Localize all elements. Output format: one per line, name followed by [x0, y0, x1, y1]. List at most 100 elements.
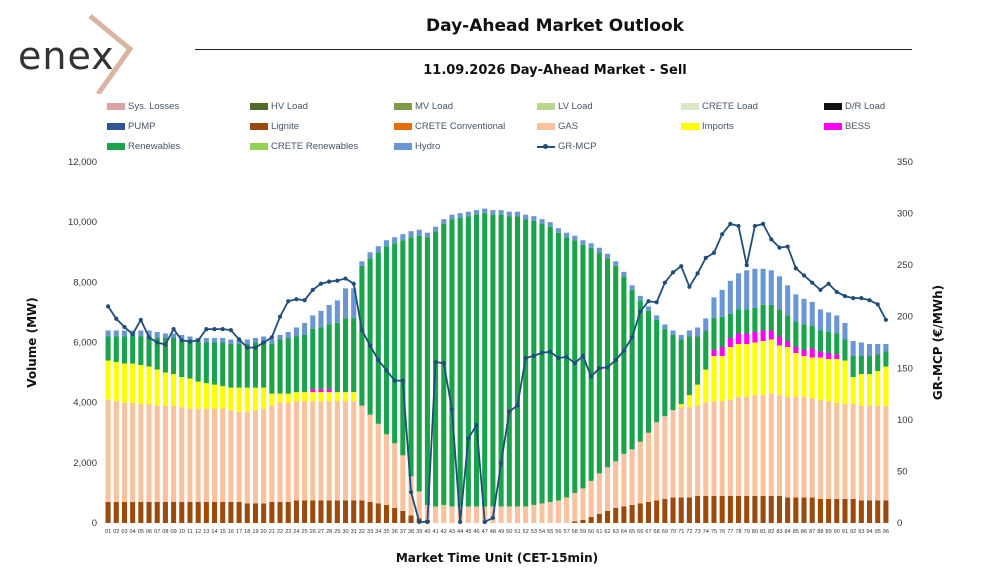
bar-segment	[621, 276, 627, 454]
bar-segment	[719, 401, 725, 496]
bar-segment	[735, 309, 742, 334]
x-tick-label: 42	[441, 529, 447, 535]
bar-segment	[408, 476, 414, 516]
bar-segment	[817, 309, 823, 331]
bar-segment	[883, 351, 889, 367]
mcp-point	[277, 314, 283, 319]
mcp-point	[703, 255, 708, 261]
bar-segment	[424, 237, 430, 505]
bar-segment	[629, 285, 635, 290]
bar-segment	[244, 411, 250, 504]
bar-segment	[809, 398, 815, 498]
legend-item: MV Load	[394, 101, 453, 112]
bar-segment	[302, 392, 308, 402]
logo-chevron-icon	[88, 14, 134, 94]
y2-tick-label: 350	[897, 157, 913, 168]
bar-segment	[498, 214, 504, 507]
bar-segment	[875, 500, 881, 523]
bar-segment	[269, 393, 275, 406]
bar-segment	[252, 337, 259, 343]
bar-segment	[719, 347, 725, 357]
bar-segment	[171, 337, 177, 375]
bar-segment	[711, 401, 717, 496]
bar-segment	[834, 359, 840, 403]
bar-segment	[727, 337, 733, 348]
bar-segment	[711, 495, 717, 523]
bar-segment	[678, 334, 684, 340]
bar-segment	[572, 492, 578, 522]
mcp-point	[400, 378, 405, 383]
bar-segment	[719, 495, 725, 523]
bar-segment	[187, 341, 193, 379]
x-tick-label: 63	[613, 529, 619, 535]
bar-segment	[760, 341, 766, 396]
mcp-point	[310, 287, 315, 292]
mcp-point	[269, 335, 274, 340]
bar-segment	[441, 219, 447, 224]
bar-segment	[645, 310, 652, 433]
x-tick-label: 58	[572, 529, 578, 535]
bar-segment	[596, 473, 602, 514]
legend-label: Sys. Losses	[128, 101, 180, 112]
bar-segment	[187, 378, 193, 409]
chart-subtitle: 11.09.2026 Day-Ahead Market - Sell	[423, 63, 687, 78]
bar-segment	[580, 244, 586, 489]
bar-segment	[367, 252, 373, 259]
x-tick-label: 12	[195, 529, 201, 535]
mcp-point	[171, 326, 176, 332]
y-tick-label: 12,000	[68, 157, 97, 168]
bar-segment	[793, 321, 799, 348]
bar-segment	[252, 410, 259, 504]
bar-segment	[883, 344, 889, 352]
bar-segment	[318, 392, 324, 402]
x-tick-label: 31	[351, 529, 357, 535]
mcp-point	[498, 461, 504, 466]
bar-segment	[572, 240, 578, 493]
bar-segment	[400, 510, 406, 523]
x-tick-label: 83	[776, 529, 782, 535]
bar-segment	[506, 216, 512, 507]
bar-segment	[727, 399, 733, 496]
bar-segment	[539, 219, 545, 224]
mcp-point	[859, 296, 864, 301]
bar-segment	[195, 408, 201, 502]
bar-segment	[768, 270, 774, 305]
bar-segment	[875, 354, 881, 372]
x-tick-label: 09	[170, 529, 176, 535]
bar-segment	[130, 402, 136, 502]
mcp-point	[105, 304, 111, 309]
bar-segment	[269, 339, 275, 344]
bar-segment	[408, 237, 414, 477]
bar-segment	[269, 344, 275, 394]
mcp-point	[286, 299, 291, 304]
legend-swatch	[394, 103, 412, 110]
bar-segment	[310, 389, 316, 393]
mcp-point	[801, 273, 807, 278]
bar-segment	[113, 501, 119, 523]
bar-segment	[785, 341, 791, 348]
bar-segment	[138, 404, 144, 502]
bar-segment	[113, 362, 119, 402]
bar-segment	[293, 392, 299, 402]
mcp-point	[679, 264, 684, 269]
bar-segment	[801, 324, 807, 351]
x-tick-label: 56	[555, 529, 561, 535]
legend-label: BESS	[845, 121, 871, 132]
bar-segment	[686, 497, 692, 523]
mcp-point	[834, 289, 839, 295]
bar-segment	[203, 337, 209, 343]
bar-segment	[162, 405, 168, 502]
bar-segment	[858, 342, 864, 357]
bar-segment	[171, 333, 177, 338]
bar-segment	[334, 500, 340, 523]
bar-segment	[195, 501, 201, 523]
mcp-point	[245, 345, 250, 350]
x-tick-label: 04	[130, 529, 136, 535]
mcp-point	[343, 276, 348, 281]
bar-segment	[359, 265, 365, 406]
bar-segment	[342, 288, 349, 319]
x-tick-label: 49	[498, 529, 504, 535]
bar-segment	[269, 501, 275, 523]
mcp-point	[122, 324, 127, 330]
x-tick-label: 26	[310, 529, 316, 535]
